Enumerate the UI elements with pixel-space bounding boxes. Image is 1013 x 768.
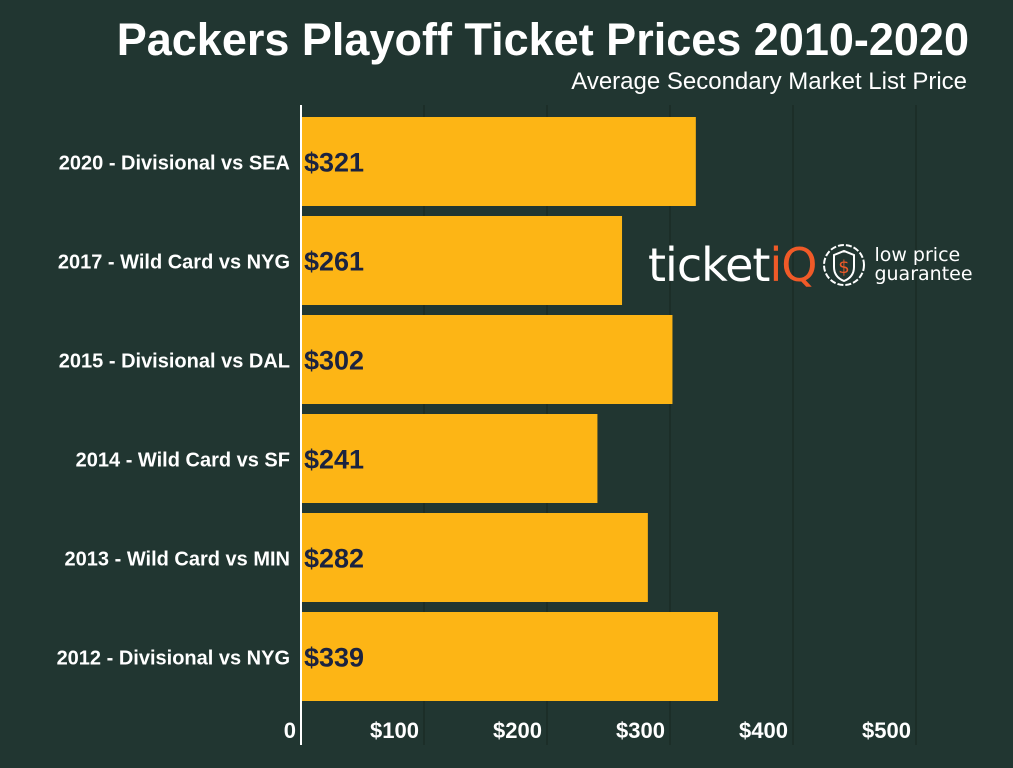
category-label: 2012 - Divisional vs NYG <box>57 648 290 670</box>
ticketiq-logo: ticketiQ $ low price guarantee <box>648 238 973 292</box>
bar <box>301 117 696 206</box>
bar <box>301 513 648 602</box>
x-tick-label: $500 <box>862 718 911 743</box>
category-label: 2014 - Wild Card vs SF <box>76 450 290 472</box>
bar <box>301 612 718 701</box>
category-label: 2015 - Divisional vs DAL <box>59 351 290 373</box>
chart-subtitle: Average Secondary Market List Price <box>571 68 967 95</box>
data-label: $302 <box>304 346 364 376</box>
bar <box>301 414 598 503</box>
logo-text: ticket <box>648 238 770 292</box>
svg-text:$: $ <box>839 257 850 278</box>
data-label: $261 <box>304 247 364 277</box>
tagline-line-2: guarantee <box>874 263 973 285</box>
logo-text-accent: iQ <box>769 238 817 292</box>
x-tick-label: $300 <box>616 718 665 743</box>
category-label: 2013 - Wild Card vs MIN <box>65 549 290 571</box>
bar <box>301 315 673 404</box>
x-tick-label: $400 <box>739 718 788 743</box>
category-label: 2017 - Wild Card vs NYG <box>58 252 290 274</box>
category-label: 2020 - Divisional vs SEA <box>59 153 290 175</box>
data-label: $339 <box>304 643 364 673</box>
chart-title: Packers Playoff Ticket Prices 2010-2020 <box>116 14 969 65</box>
bar <box>301 216 623 305</box>
x-tick-label: $200 <box>493 718 542 743</box>
data-label: $321 <box>304 148 364 178</box>
data-label: $282 <box>304 544 364 574</box>
x-tick-label: 0 <box>284 718 296 743</box>
tagline-line-1: low price <box>874 244 961 266</box>
data-label: $241 <box>304 445 364 475</box>
shield-dollar-icon: $ <box>823 244 866 286</box>
x-tick-label: $100 <box>370 718 419 743</box>
